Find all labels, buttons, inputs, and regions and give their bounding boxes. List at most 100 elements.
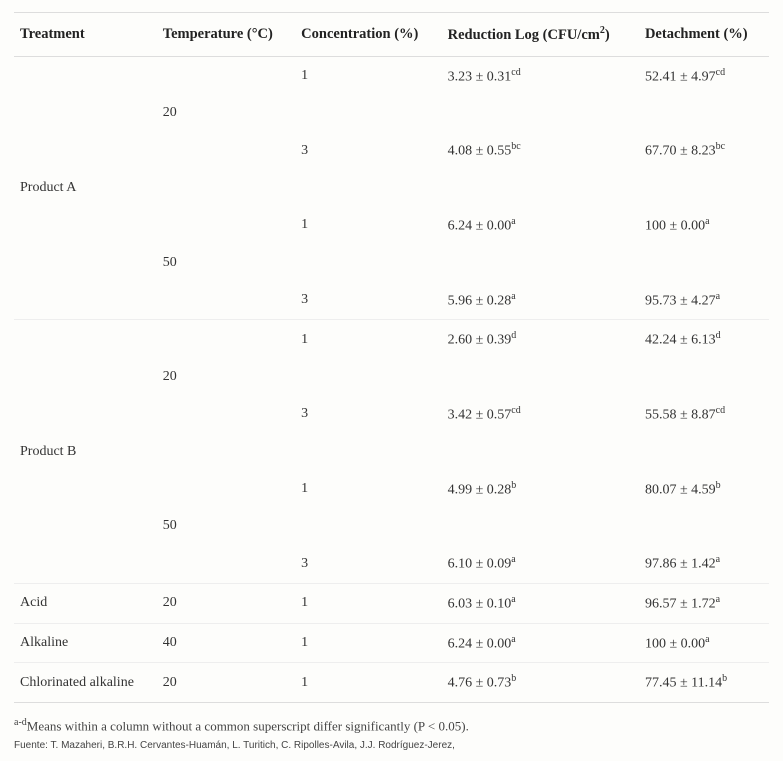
cell-reduction: 5.96 ± 0.28a (442, 281, 639, 320)
table-row: Alkaline4016.24 ± 0.00a100 ± 0.00a (14, 623, 769, 663)
cell-temperature: 20 (157, 663, 295, 703)
cell-temperature (157, 544, 295, 583)
col-temperature: Temperature (°C) (157, 13, 295, 57)
cell-detachment: 100 ± 0.00a (639, 623, 769, 663)
cell-treatment (14, 508, 157, 544)
cell-detachment: 80.07 ± 4.59b (639, 470, 769, 509)
cell-detachment (639, 508, 769, 544)
table-row: Product A (14, 170, 769, 206)
cell-detachment: 55.58 ± 8.87cd (639, 395, 769, 434)
cell-detachment (639, 95, 769, 131)
cell-temperature (157, 56, 295, 95)
cell-treatment (14, 281, 157, 320)
cell-treatment (14, 470, 157, 509)
cell-reduction (442, 170, 639, 206)
cell-reduction: 3.23 ± 0.31cd (442, 56, 639, 95)
cell-reduction (442, 95, 639, 131)
cell-reduction (442, 359, 639, 395)
cell-concentration: 3 (295, 395, 441, 434)
cell-reduction: 4.76 ± 0.73b (442, 663, 639, 703)
cell-concentration (295, 434, 441, 470)
col-reduction-label: Reduction Log (CFU/cm (448, 27, 600, 43)
table-row: 36.10 ± 0.09a97.86 ± 1.42a (14, 544, 769, 583)
cell-concentration (295, 245, 441, 281)
cell-concentration (295, 170, 441, 206)
cell-concentration: 1 (295, 320, 441, 359)
table-row: 35.96 ± 0.28a95.73 ± 4.27a (14, 281, 769, 320)
cell-treatment (14, 320, 157, 359)
col-reduction: Reduction Log (CFU/cm2) (442, 13, 639, 57)
superscript: cd (511, 67, 520, 78)
table-row: 16.24 ± 0.00a100 ± 0.00a (14, 206, 769, 245)
cell-temperature (157, 320, 295, 359)
cell-concentration: 3 (295, 544, 441, 583)
cell-detachment (639, 170, 769, 206)
superscript: a (716, 554, 720, 565)
table-row: 14.99 ± 0.28b80.07 ± 4.59b (14, 470, 769, 509)
col-reduction-close: ) (605, 27, 610, 43)
superscript: a (511, 291, 515, 302)
superscript: d (716, 330, 721, 341)
cell-reduction: 6.24 ± 0.00a (442, 206, 639, 245)
cell-detachment: 77.45 ± 11.14b (639, 663, 769, 703)
cell-temperature: 40 (157, 623, 295, 663)
cell-treatment (14, 131, 157, 170)
superscript: a (716, 291, 720, 302)
table-row: 20 (14, 359, 769, 395)
cell-reduction: 6.03 ± 0.10a (442, 584, 639, 624)
cell-treatment: Product A (14, 170, 157, 206)
table-row: 50 (14, 245, 769, 281)
cell-detachment: 67.70 ± 8.23bc (639, 131, 769, 170)
table-row: Acid2016.03 ± 0.10a96.57 ± 1.72a (14, 584, 769, 624)
superscript: cd (716, 67, 725, 78)
cell-reduction (442, 434, 639, 470)
cell-temperature (157, 131, 295, 170)
cell-detachment: 97.86 ± 1.42a (639, 544, 769, 583)
cell-treatment (14, 395, 157, 434)
cell-concentration: 3 (295, 131, 441, 170)
cell-reduction (442, 508, 639, 544)
superscript: a (705, 216, 709, 227)
cell-concentration (295, 95, 441, 131)
cell-reduction: 3.42 ± 0.57cd (442, 395, 639, 434)
cell-temperature (157, 470, 295, 509)
superscript: a (705, 634, 709, 645)
table-body: 13.23 ± 0.31cd52.41 ± 4.97cd2034.08 ± 0.… (14, 56, 769, 702)
cell-concentration (295, 508, 441, 544)
superscript: b (722, 673, 727, 684)
cell-reduction: 4.99 ± 0.28b (442, 470, 639, 509)
table-row: 12.60 ± 0.39d42.24 ± 6.13d (14, 320, 769, 359)
superscript: b (511, 480, 516, 491)
cell-detachment (639, 245, 769, 281)
cell-concentration: 1 (295, 584, 441, 624)
table-row: 50 (14, 508, 769, 544)
cell-concentration: 1 (295, 623, 441, 663)
superscript: bc (511, 141, 520, 152)
cell-temperature: 20 (157, 95, 295, 131)
cell-concentration: 1 (295, 56, 441, 95)
table-row: Product B (14, 434, 769, 470)
cell-temperature: 20 (157, 584, 295, 624)
cell-detachment: 42.24 ± 6.13d (639, 320, 769, 359)
cell-treatment (14, 245, 157, 281)
data-table: Treatment Temperature (°C) Concentration… (14, 12, 769, 703)
cell-concentration: 1 (295, 470, 441, 509)
source-line: Fuente: T. Mazaheri, B.R.H. Cervantes-Hu… (14, 740, 769, 751)
cell-detachment: 52.41 ± 4.97cd (639, 56, 769, 95)
table-row: 34.08 ± 0.55bc67.70 ± 8.23bc (14, 131, 769, 170)
table-row: 20 (14, 95, 769, 131)
cell-concentration (295, 359, 441, 395)
cell-temperature: 50 (157, 508, 295, 544)
superscript: bc (716, 141, 725, 152)
header-row: Treatment Temperature (°C) Concentration… (14, 13, 769, 57)
superscript: a (511, 216, 515, 227)
table-row: Chlorinated alkaline2014.76 ± 0.73b77.45… (14, 663, 769, 703)
table-row: 33.42 ± 0.57cd55.58 ± 8.87cd (14, 395, 769, 434)
superscript: b (511, 673, 516, 684)
col-concentration: Concentration (%) (295, 13, 441, 57)
cell-reduction: 4.08 ± 0.55bc (442, 131, 639, 170)
superscript: cd (716, 405, 725, 416)
superscript: a (511, 554, 515, 565)
cell-treatment (14, 544, 157, 583)
footnote-sup: a-d (14, 717, 27, 728)
